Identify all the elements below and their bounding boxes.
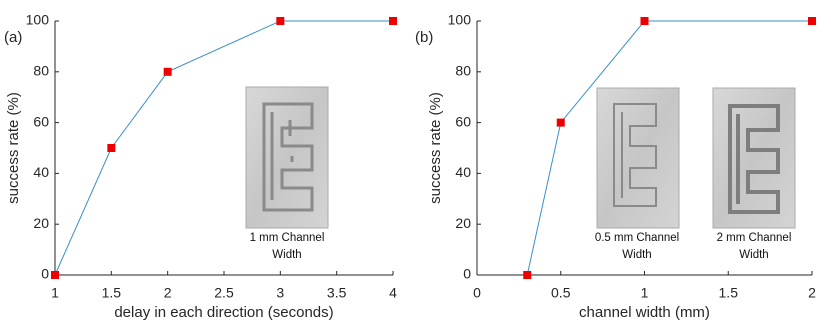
marker	[556, 118, 565, 127]
annotation: Width	[272, 249, 301, 261]
inset-photo	[245, 86, 329, 229]
y-tick-label: 100	[448, 12, 472, 28]
y-tick-label: 60	[33, 113, 49, 129]
panel-label: (a)	[4, 29, 22, 46]
marker	[523, 271, 532, 279]
marker	[107, 144, 116, 152]
x-axis-label: delay in each direction (seconds)	[114, 304, 333, 321]
panel-label: (b)	[415, 29, 433, 46]
x-tick-label: 2	[164, 285, 172, 301]
series-line	[54, 20, 393, 276]
x-tick-label: 4	[389, 285, 397, 301]
marker	[640, 17, 649, 25]
y-tick-label: 0	[463, 266, 471, 282]
x-tick-label: 1.5	[102, 285, 122, 301]
x-tick-label: 2	[808, 285, 816, 301]
marker	[163, 67, 172, 76]
y-axis-label: success rate (%)	[5, 92, 22, 204]
series-line	[526, 20, 812, 276]
marker	[389, 17, 397, 25]
annotation: 2 mm Channel	[717, 232, 792, 244]
y-tick-label: 20	[33, 215, 49, 231]
marker	[808, 17, 816, 25]
y-tick-label: 80	[33, 63, 49, 79]
x-tick-label: 2.5	[214, 285, 234, 301]
x-tick-label: 3	[276, 285, 284, 301]
annotation: Width	[622, 249, 651, 261]
x-axis-label: channel width (mm)	[579, 304, 710, 321]
x-tick-label: 1.5	[719, 285, 739, 301]
y-tick-label: 100	[26, 12, 50, 28]
y-tick-label: 20	[455, 215, 471, 231]
marker	[51, 271, 59, 279]
y-tick-label: 80	[455, 63, 471, 79]
annotation: 0.5 mm Channel	[595, 232, 679, 244]
y-axis-label: success rate (%)	[427, 92, 444, 204]
annotation: Width	[739, 249, 768, 261]
marker	[276, 17, 285, 25]
y-tick-label: 40	[33, 164, 49, 180]
x-tick-label: 0.5	[551, 285, 571, 301]
annotation: 1 mm Channel	[250, 232, 325, 244]
x-tick-label: 0	[473, 285, 481, 301]
y-tick-label: 40	[455, 164, 471, 180]
y-tick-label: 60	[455, 113, 471, 129]
x-tick-label: 3.5	[327, 285, 347, 301]
inset-photo	[596, 87, 680, 229]
x-tick-label: 1	[51, 285, 59, 301]
x-tick-label: 1	[641, 285, 649, 301]
y-tick-label: 0	[41, 266, 49, 282]
inset-photo	[712, 87, 796, 229]
